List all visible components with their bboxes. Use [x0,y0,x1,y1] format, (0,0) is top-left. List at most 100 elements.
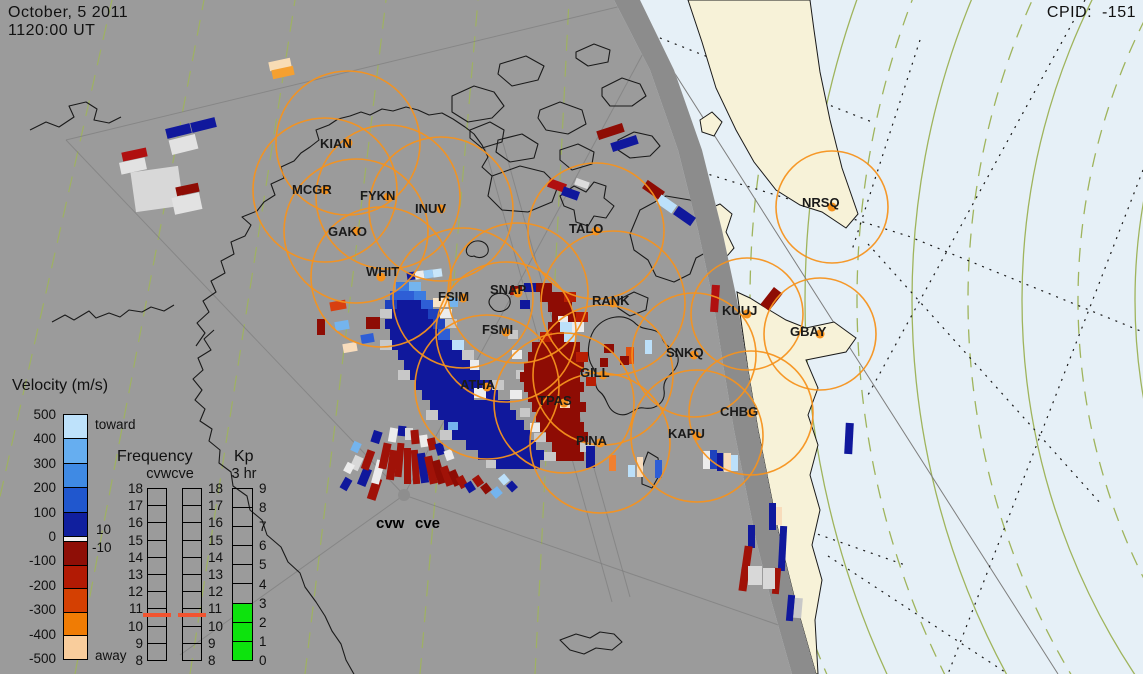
gray-fov-line [403,494,792,646]
time-label: 1120:00 UT [8,22,96,39]
station-fov-circle [435,261,577,403]
velocity-cell [520,408,530,417]
velocity-cell [317,319,325,335]
velocity-cell [552,442,580,452]
station-dot [827,202,837,212]
velocity-cell [480,482,492,495]
coastline-path [51,304,175,323]
velocity-cell [528,392,580,402]
velocity-cell [434,442,446,456]
coastline-path [487,165,559,213]
coastline-path [469,121,505,149]
velocity-cell [466,440,536,450]
velocity-cell [410,370,480,380]
velocity-cell [414,291,426,300]
station-fov-circle [527,162,665,300]
coastline-path [465,240,489,259]
velocity-cell [628,465,635,477]
velocity-cell [431,459,447,485]
velocity-cell [645,340,652,354]
coastline-path [192,329,380,674]
velocity-cell [416,380,492,390]
velocity-cell [731,455,738,471]
velocity-cell [510,390,522,399]
green-meridian-line [534,0,570,674]
station-dot [608,298,618,308]
coastline-path [497,55,545,87]
velocity-cell [422,390,474,400]
green-meridian-line [0,0,113,674]
velocity-cell [474,388,486,398]
station-label: KUUJ [722,303,757,318]
coastline-path [559,181,615,227]
velocity-cell [370,429,383,445]
station-label: FSIM [438,289,469,304]
station-label: SNAP [490,282,526,297]
station-dot [689,350,699,360]
station-dot [559,398,569,408]
velocity-cell [394,442,405,478]
velocity-cell [410,429,420,445]
velocity-cell [470,360,479,370]
velocity-cell [433,319,445,329]
station-fov-circle [540,230,686,376]
velocity-cell [426,437,438,451]
velocity-cell [405,428,413,440]
station-label: FSMI [482,322,513,337]
velocity-cell [416,452,430,484]
velocity-cell [471,474,485,488]
velocity-cell [130,165,184,213]
velocity-cell [498,473,510,486]
island-landmass [699,111,723,137]
velocity-cell [524,362,584,372]
velocity-cell [360,449,376,471]
station-label: MCGR [292,182,332,197]
station-label: PINA [576,433,608,448]
station-fov-circle [763,277,877,391]
velocity-cell [508,330,518,339]
velocity-cell [392,340,452,350]
station-dot [513,288,523,298]
velocity-cell [556,452,584,461]
velocity-cell [655,194,678,214]
station-fov-circle [690,257,804,371]
velocity-cell [490,486,503,499]
station-fov-circle [310,206,452,348]
velocity-cell [397,425,407,437]
green-meridian-line [74,0,205,674]
coastline-path [495,133,539,163]
velocity-cell [343,461,355,475]
velocity-cell [642,179,665,201]
station-fov-circle [315,124,461,270]
velocity-cell [530,423,540,432]
velocity-cell [462,350,474,360]
velocity-cell [404,360,470,370]
velocity-cell [710,284,720,313]
velocity-cell [356,466,373,488]
station-dot [482,382,492,392]
velocity-cell [769,503,776,530]
velocity-cell [724,453,731,472]
velocity-cell [777,525,788,572]
velocity-cell [600,358,608,367]
velocity-cell [763,568,775,589]
cpid-label: CPID: -151 [1046,4,1136,21]
station-label: GAKO [328,224,367,239]
station-label: GILL [580,365,610,380]
velocity-cell [785,594,796,622]
velocity-cell [536,412,580,422]
velocity-cell [506,480,518,493]
velocity-legend-title: Velocity (m/s) [12,377,109,394]
velocity-cell [486,460,496,468]
station-fov-circle [392,227,534,369]
station-dot [436,204,446,214]
station-dot [746,408,756,418]
velocity-cell [385,319,433,329]
velocity-cell [564,292,576,302]
coastline-path [575,43,611,67]
velocity-cell [486,390,498,400]
velocity-cell [748,566,762,585]
velocity-cell [586,446,595,468]
velocity-cell [448,422,458,430]
